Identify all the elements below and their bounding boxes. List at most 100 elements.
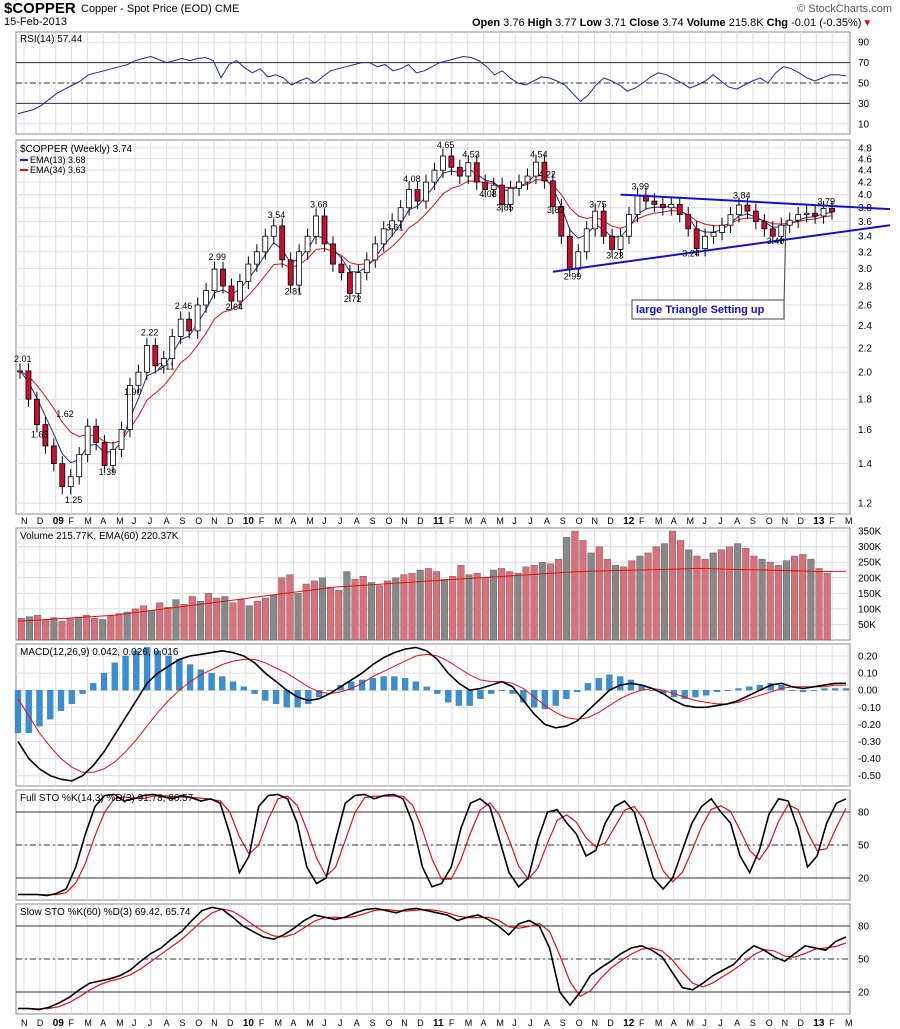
volume-label: Volume bbox=[686, 17, 726, 29]
candle-body bbox=[803, 212, 810, 215]
x-tick-label: F bbox=[829, 1018, 835, 1028]
candle-body bbox=[17, 370, 23, 373]
price-panel-frame bbox=[15, 139, 851, 515]
volume-bar bbox=[82, 614, 90, 641]
candle-body bbox=[473, 162, 480, 183]
x-tick-label: O bbox=[195, 1018, 202, 1028]
volume-bar bbox=[734, 543, 742, 641]
x-tick-label: M bbox=[655, 516, 663, 526]
full-sto-panel: 80 50 20 Full STO %K(14,3) %D(3) 91.78, 86.… bbox=[15, 789, 870, 901]
y-tick-label: 2.8 bbox=[858, 281, 872, 292]
x-tick-label: M bbox=[306, 1018, 314, 1028]
volume-bar bbox=[375, 585, 384, 641]
price-annotation: 3.99 bbox=[631, 182, 649, 192]
candle-body bbox=[203, 290, 209, 306]
candle-body bbox=[516, 181, 522, 189]
volume-bar bbox=[17, 618, 25, 641]
volume-bar bbox=[750, 555, 758, 641]
candle-body bbox=[101, 442, 108, 466]
candle-body bbox=[499, 184, 506, 205]
candle-body bbox=[25, 370, 32, 400]
candle-body bbox=[262, 235, 269, 253]
volume-bar bbox=[669, 530, 677, 641]
candle-body bbox=[423, 181, 429, 202]
y-tick-label: 4.6 bbox=[858, 154, 872, 165]
candle-body bbox=[253, 251, 260, 265]
close-value: 3.74 bbox=[662, 17, 684, 29]
rsi-line bbox=[17, 55, 847, 115]
macd-panel-frame bbox=[15, 643, 851, 787]
y-tick-label: 350K bbox=[858, 527, 882, 538]
x-tick-label: A bbox=[290, 1018, 296, 1028]
candle-body bbox=[127, 384, 133, 430]
price-annotation: 2.72 bbox=[344, 294, 362, 304]
x-tick-label: N bbox=[21, 516, 28, 526]
x-tick-label: O bbox=[385, 1018, 392, 1028]
candle-body bbox=[237, 281, 243, 302]
chart-date: 15-Feb-2013 bbox=[4, 16, 67, 28]
macd-panel: 0.20 0.10 0.00 -0.10 -0.20 -0.30 -0.40 -0.50 MAC… bbox=[14, 643, 881, 787]
x-tick-label: A bbox=[734, 516, 740, 526]
candle-body bbox=[600, 210, 607, 237]
price-annotation: 4.53 bbox=[462, 150, 480, 160]
y-tick-label: 100K bbox=[858, 604, 882, 615]
x-tick-label: J bbox=[702, 516, 707, 526]
candle-body bbox=[228, 285, 235, 302]
x-tick-label: D bbox=[417, 1018, 424, 1028]
candle-body bbox=[372, 243, 379, 261]
volume-bar bbox=[782, 560, 790, 641]
volume-bar bbox=[294, 593, 302, 641]
x-tick-label: A bbox=[100, 516, 106, 526]
triangle-note-text: large Triangle Setting up bbox=[636, 304, 765, 316]
x-tick-label: A bbox=[544, 516, 550, 526]
volume-bar bbox=[791, 555, 799, 641]
x-tick-label: M bbox=[496, 516, 504, 526]
candle-body bbox=[355, 272, 362, 294]
volume-ema60-line bbox=[17, 567, 847, 622]
x-tick-label: 12 bbox=[623, 1018, 635, 1029]
volume-bar bbox=[660, 543, 668, 641]
x-tick-label: M bbox=[655, 1018, 663, 1028]
candle-body bbox=[549, 180, 556, 207]
y-tick-label: 50 bbox=[858, 955, 870, 966]
price-annotation: 4.54 bbox=[530, 150, 548, 160]
x-tick-label: J bbox=[702, 1018, 707, 1028]
x-tick-label: F bbox=[639, 1018, 645, 1028]
y-tick-label: 1.4 bbox=[858, 459, 872, 470]
volume-bar bbox=[758, 558, 766, 641]
x-tick-label: 10 bbox=[243, 516, 255, 527]
macd-histogram-bar bbox=[799, 690, 807, 693]
y-tick-label: 20 bbox=[858, 874, 870, 885]
macd-histogram-bar bbox=[713, 690, 721, 693]
x-tick-label: O bbox=[576, 516, 583, 526]
macd-histogram-bar bbox=[444, 690, 452, 703]
macd-histogram-bar bbox=[466, 690, 473, 706]
macd-histogram-bar bbox=[251, 690, 258, 694]
full-sto-label: Full STO %K(14,3) %D(3) 91.78, 86.57 bbox=[20, 793, 194, 804]
x-tick-label: D bbox=[37, 1018, 44, 1028]
volume-bar bbox=[172, 599, 180, 641]
volume-panel: 350K 300K 250K 200K 150K 100K 50K Volume 215.77… bbox=[15, 527, 882, 641]
x-tick-label: D bbox=[37, 516, 44, 526]
macd-histogram-bar bbox=[746, 686, 753, 691]
x-tick-label: S bbox=[179, 516, 185, 526]
candle-body bbox=[330, 243, 336, 265]
price-annotation: 4.22 bbox=[538, 169, 556, 179]
price-annotation: 2.46 bbox=[175, 301, 193, 311]
volume-bar bbox=[34, 614, 42, 641]
x-tick-label: A bbox=[290, 516, 296, 526]
x-tick-label: M bbox=[275, 1018, 283, 1028]
y-tick-label: 20 bbox=[858, 988, 870, 999]
y-tick-label: 50 bbox=[858, 841, 870, 852]
candle-body bbox=[279, 225, 286, 261]
x-tick-label: S bbox=[370, 516, 376, 526]
volume-bar bbox=[205, 593, 213, 641]
x-tick-label: F bbox=[259, 1018, 265, 1028]
macd-histogram-bar bbox=[574, 690, 581, 693]
y-tick-label: 3.2 bbox=[858, 247, 872, 258]
macd-histogram-bar bbox=[617, 676, 624, 691]
candle-body bbox=[651, 200, 658, 205]
x-tick-label: A bbox=[734, 1018, 740, 1028]
price-annotation: 2.11 bbox=[158, 362, 175, 372]
